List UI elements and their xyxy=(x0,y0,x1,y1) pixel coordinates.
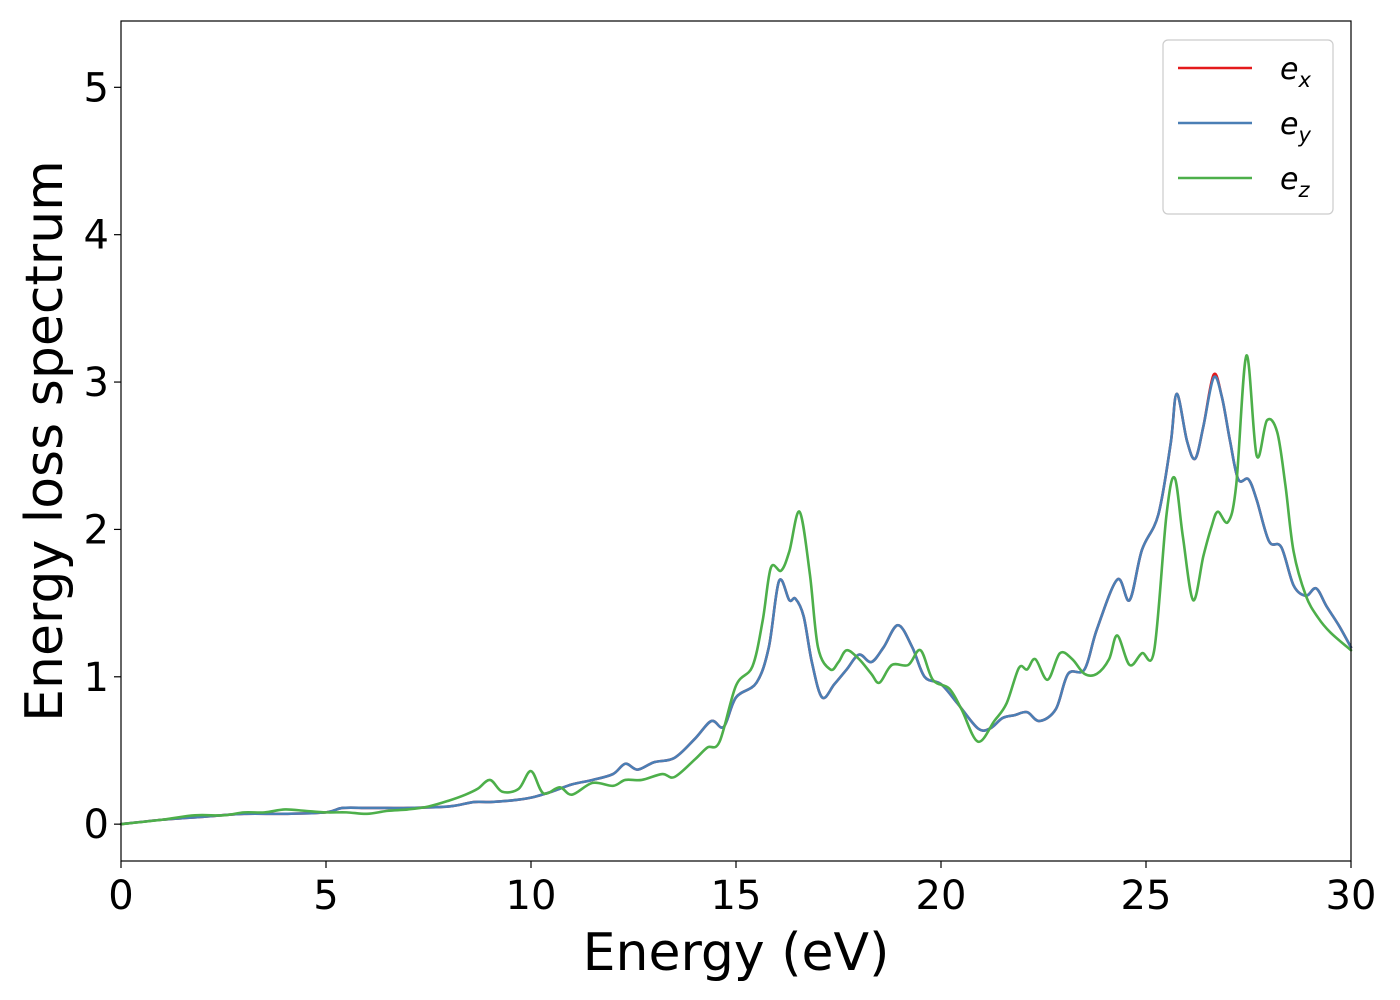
x-tick-label: 5 xyxy=(313,873,338,919)
series-line-e-z xyxy=(119,354,1353,826)
x-tick-label: 15 xyxy=(711,873,762,919)
y-tick-label: 5 xyxy=(84,65,109,111)
x-axis-ticks: 0 5 10 15 20 25 30 xyxy=(108,861,1376,919)
x-axis-title: Energy (eV) xyxy=(583,923,890,983)
y-axis-title: Energy loss spectrum xyxy=(15,160,75,722)
x-tick-label: 10 xyxy=(506,873,557,919)
series-layer xyxy=(119,354,1353,826)
y-tick-label: 2 xyxy=(84,507,109,553)
x-tick-label: 30 xyxy=(1326,873,1377,919)
y-tick-label: 3 xyxy=(84,360,109,406)
plot-background xyxy=(121,21,1351,861)
y-tick-label: 4 xyxy=(84,213,109,259)
series-line-e-y xyxy=(119,375,1353,826)
x-tick-label: 25 xyxy=(1121,873,1172,919)
x-tick-label: 0 xyxy=(108,873,133,919)
y-tick-label: 0 xyxy=(84,802,109,848)
x-tick-label: 20 xyxy=(916,873,967,919)
y-axis-ticks: 0 1 2 3 4 5 xyxy=(84,65,121,848)
y-tick-label: 1 xyxy=(84,655,109,701)
legend-frame xyxy=(1162,39,1334,215)
